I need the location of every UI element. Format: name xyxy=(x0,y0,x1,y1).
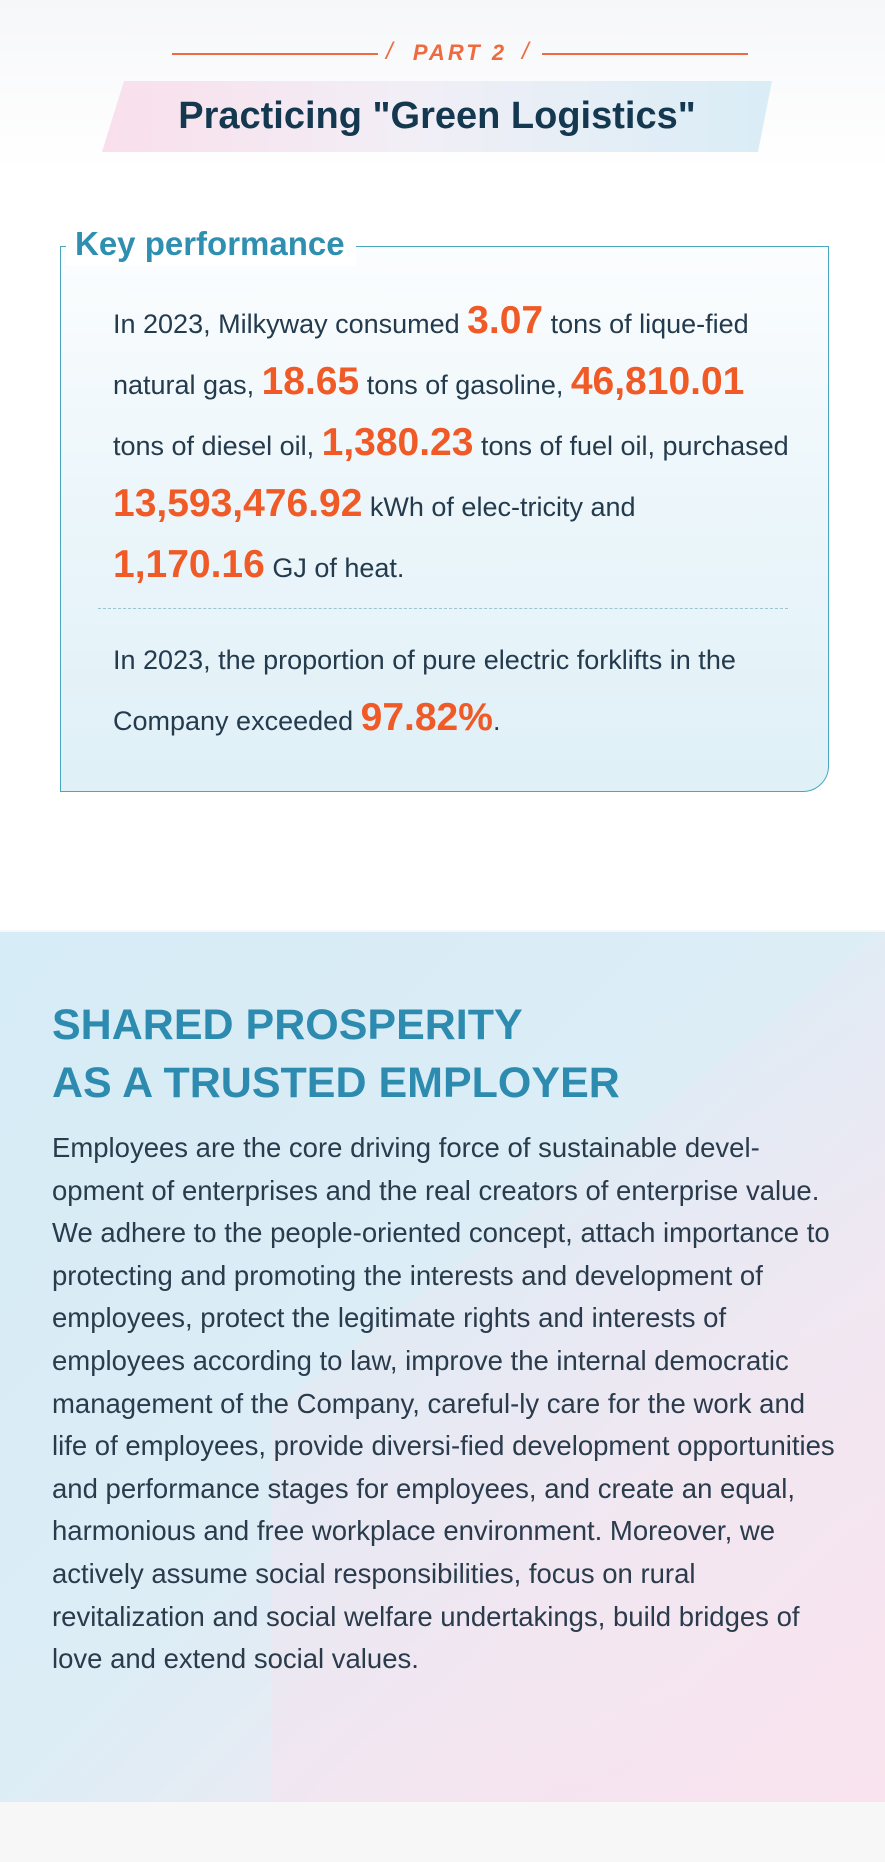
part-divider-right xyxy=(542,53,748,55)
text-segment: tons of fuel oil, purchased xyxy=(473,431,789,461)
part-label: PART 2 xyxy=(412,40,508,65)
text-segment: GJ of heat. xyxy=(264,553,405,583)
part-divider-left xyxy=(172,53,378,55)
text-segment: kWh of elec-tricity and xyxy=(362,492,636,522)
part-slash-right: / xyxy=(522,38,529,65)
lng-tons-value: 3.07 xyxy=(467,299,544,342)
section-body-text: Employees are the core driving force of … xyxy=(52,1132,835,1675)
heat-gj-value: 1,170.16 xyxy=(113,543,265,586)
diesel-tons-value: 46,810.01 xyxy=(570,360,745,403)
electricity-kwh-value: 13,593,476.92 xyxy=(113,482,363,525)
text-segment: tons of diesel oil, xyxy=(113,431,322,461)
dashed-divider xyxy=(98,608,788,609)
footer-strip xyxy=(0,1802,885,1862)
part-slash-left: / xyxy=(386,38,393,65)
page-title: Practicing "Green Logistics" xyxy=(178,95,696,137)
text-segment: tons of lique-fied natural gas, xyxy=(113,309,749,400)
green-logistics-section: / PART 2 / Practicing "Green Logistics" … xyxy=(0,0,885,930)
key-performance-title-backdrop xyxy=(66,222,356,266)
heading-line-2: AS A TRUSTED EMPLOYER xyxy=(52,1059,620,1107)
text-segment: In 2023, the proportion of pure electric… xyxy=(113,645,736,736)
fuel-oil-tons-value: 1,380.23 xyxy=(321,421,474,464)
section-heading: SHARED PROSPERITY AS A TRUSTED EMPLOYER xyxy=(52,996,852,1112)
heading-line-1: SHARED PROSPERITY xyxy=(52,1001,523,1049)
forklift-paragraph: In 2023, the proportion of pure electric… xyxy=(113,632,793,750)
key-performance-title: Key performance xyxy=(75,225,345,262)
shared-prosperity-section: SHARED PROSPERITY AS A TRUSTED EMPLOYER … xyxy=(0,932,885,1802)
energy-consumption-paragraph: In 2023, Milkyway consumed 3.07 tons of … xyxy=(113,292,793,597)
gasoline-tons-value: 18.65 xyxy=(261,360,360,403)
part-header: / PART 2 / xyxy=(0,38,885,68)
text-segment: . xyxy=(492,706,501,736)
electric-forklift-percent-value: 97.82% xyxy=(360,696,493,739)
key-performance-box xyxy=(60,246,829,792)
text-segment: tons of gasoline, xyxy=(359,370,571,400)
text-segment: In 2023, Milkyway consumed xyxy=(113,309,468,339)
title-banner xyxy=(102,81,772,152)
